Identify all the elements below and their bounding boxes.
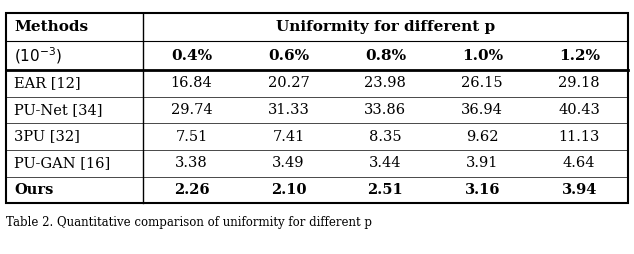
Text: $(10^{-3})$: $(10^{-3})$ — [14, 45, 62, 66]
Text: 0.4%: 0.4% — [171, 49, 212, 62]
Text: 3.49: 3.49 — [272, 156, 305, 170]
Text: 26.15: 26.15 — [462, 76, 503, 90]
Text: 7.41: 7.41 — [272, 130, 304, 144]
Text: 29.18: 29.18 — [559, 76, 600, 90]
Text: 4.64: 4.64 — [563, 156, 595, 170]
Text: 1.2%: 1.2% — [559, 49, 600, 62]
Text: 3.94: 3.94 — [562, 183, 597, 197]
Text: 8.35: 8.35 — [369, 130, 402, 144]
Text: 0.8%: 0.8% — [365, 49, 406, 62]
Text: 16.84: 16.84 — [171, 76, 212, 90]
Text: 29.74: 29.74 — [171, 103, 212, 117]
Text: 20.27: 20.27 — [268, 76, 309, 90]
Text: PU-Net [34]: PU-Net [34] — [14, 103, 103, 117]
Text: 0.6%: 0.6% — [268, 49, 309, 62]
Text: 3.91: 3.91 — [466, 156, 498, 170]
Text: 7.51: 7.51 — [176, 130, 207, 144]
Text: 23.98: 23.98 — [365, 76, 406, 90]
Text: EAR [12]: EAR [12] — [14, 76, 81, 90]
Text: 2.26: 2.26 — [174, 183, 209, 197]
Text: 2.51: 2.51 — [368, 183, 403, 197]
Text: 9.62: 9.62 — [466, 130, 498, 144]
Text: Table 2. Quantitative comparison of uniformity for different p: Table 2. Quantitative comparison of unif… — [6, 216, 372, 229]
Text: Uniformity for different p: Uniformity for different p — [276, 20, 495, 34]
Text: 3.44: 3.44 — [369, 156, 401, 170]
Text: 11.13: 11.13 — [559, 130, 600, 144]
Text: 1.0%: 1.0% — [462, 49, 503, 62]
Text: 2.10: 2.10 — [271, 183, 306, 197]
Text: Methods: Methods — [14, 20, 88, 34]
Text: 31.33: 31.33 — [268, 103, 309, 117]
Text: 33.86: 33.86 — [365, 103, 406, 117]
Text: PU-GAN [16]: PU-GAN [16] — [14, 156, 110, 170]
Text: Ours: Ours — [14, 183, 53, 197]
Text: 3.16: 3.16 — [465, 183, 500, 197]
Text: 3PU [32]: 3PU [32] — [14, 130, 80, 144]
Text: 36.94: 36.94 — [462, 103, 503, 117]
Text: 3.38: 3.38 — [175, 156, 208, 170]
Text: 40.43: 40.43 — [559, 103, 600, 117]
